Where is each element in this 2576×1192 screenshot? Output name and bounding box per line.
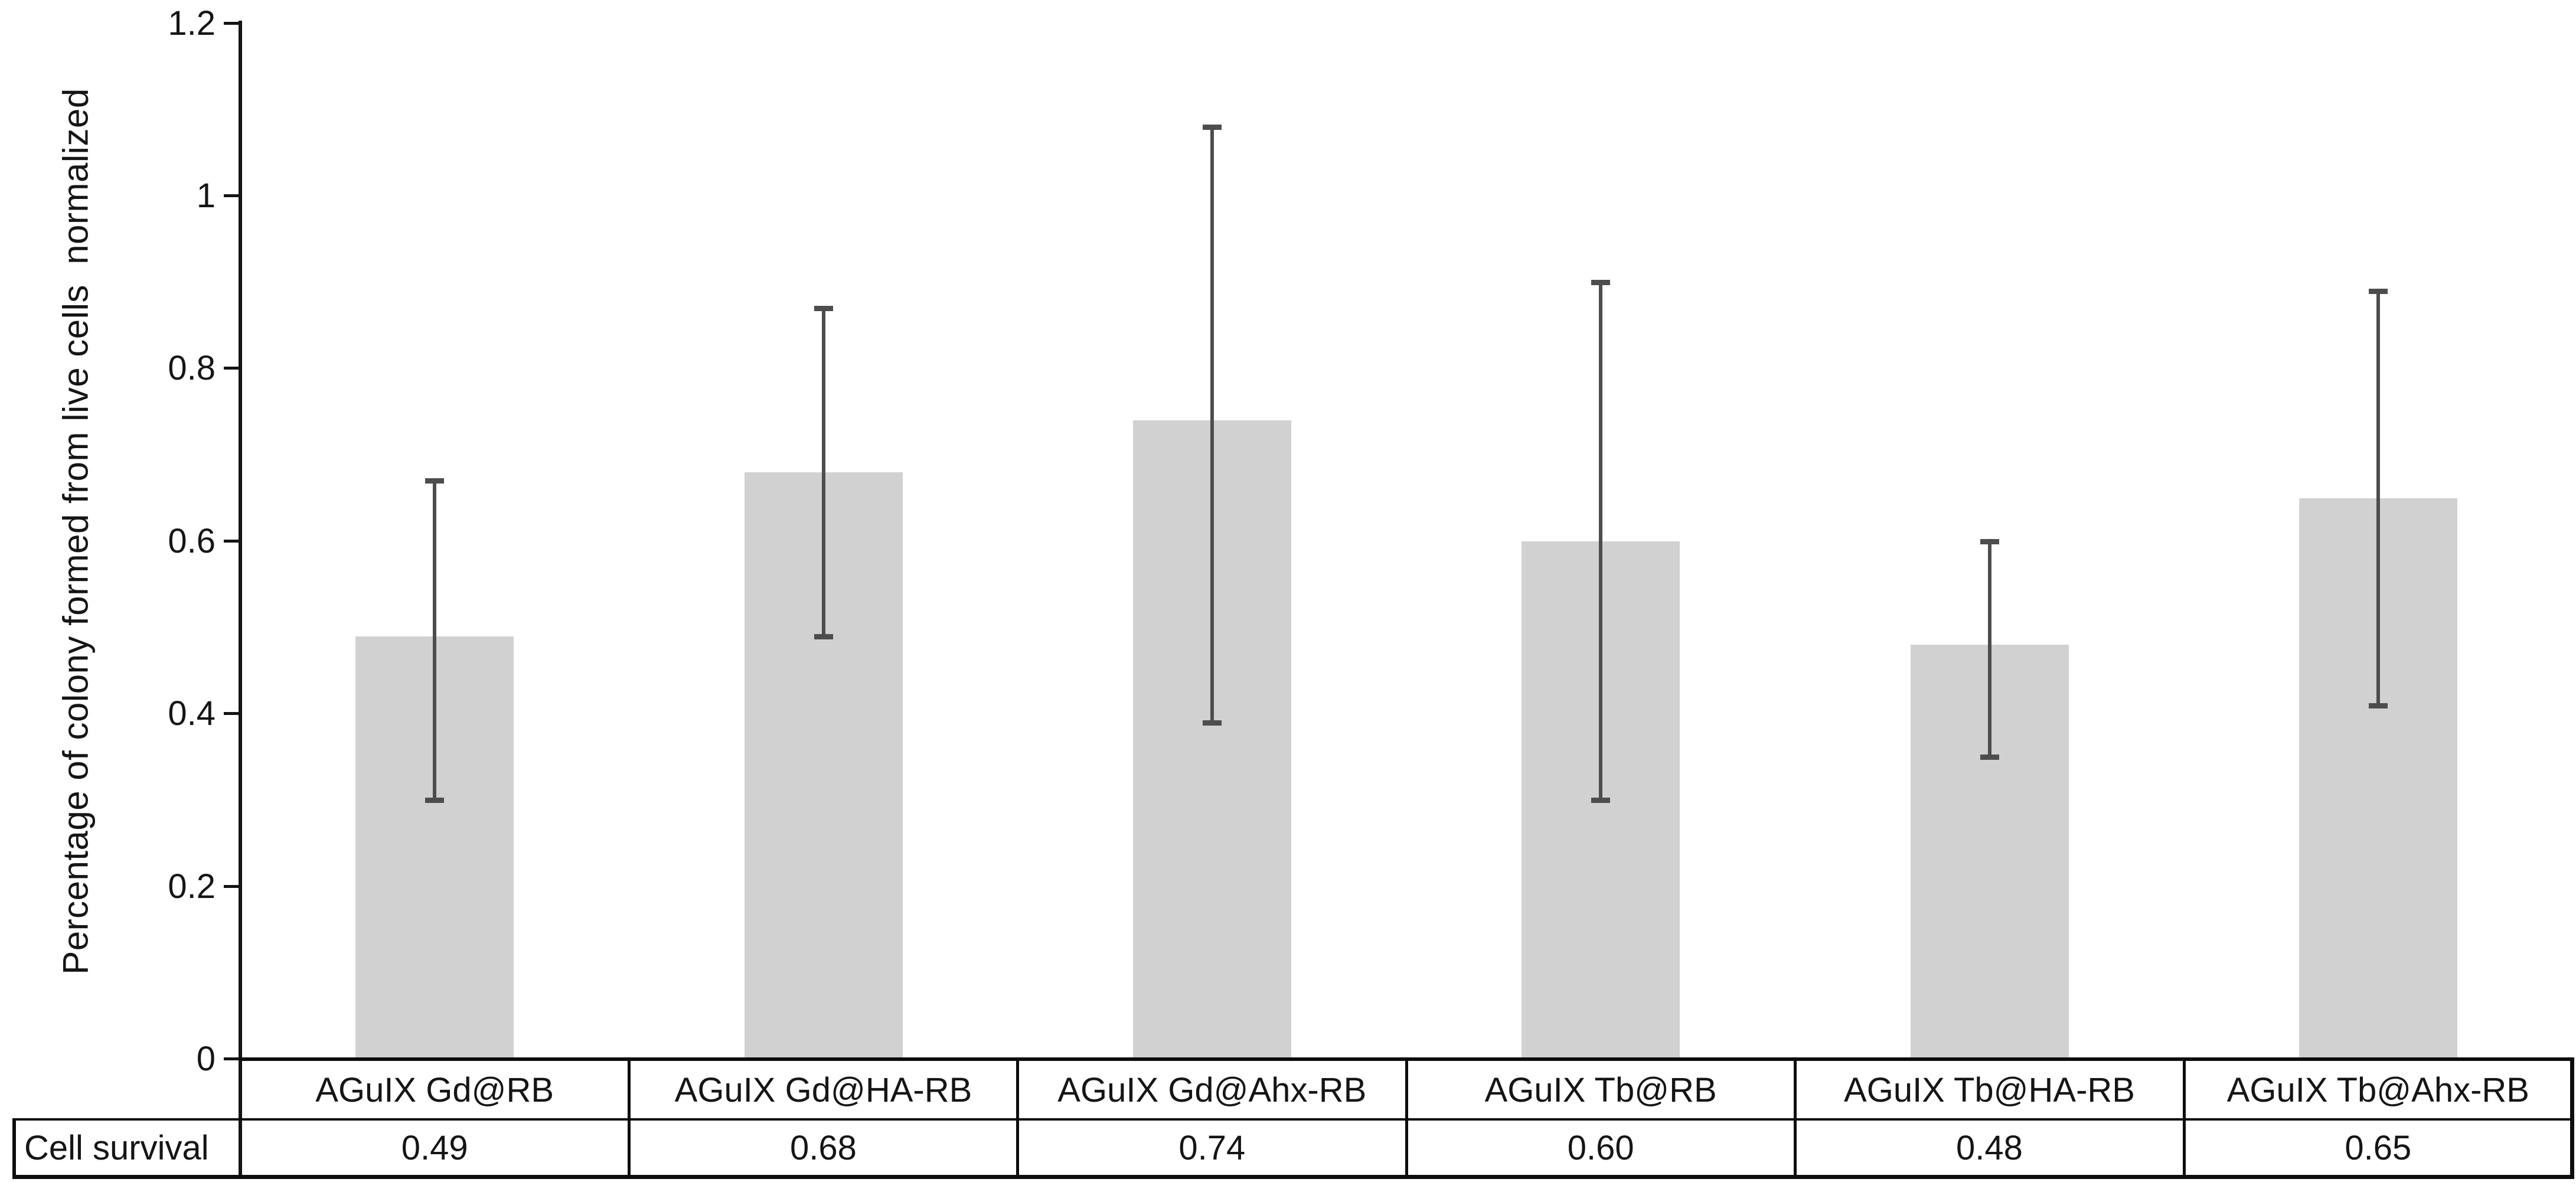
table-value-cell: 0.49	[401, 1128, 468, 1167]
category-label: AGuIX Gd@RB	[315, 1070, 554, 1109]
y-tick-label: 0.4	[168, 694, 216, 733]
error-bar-cap-bottom	[814, 633, 833, 639]
table-column-divider	[1794, 1057, 1797, 1179]
table-row-header: Cell survival	[24, 1128, 209, 1167]
category-label: AGuIX Tb@HA-RB	[1844, 1070, 2135, 1109]
y-axis-tick	[224, 1057, 240, 1060]
error-bar-line	[1987, 541, 1991, 757]
category-label: AGuIX Tb@RB	[1484, 1070, 1717, 1109]
error-bar-line	[2376, 290, 2380, 706]
table-value-cell: 0.74	[1178, 1128, 1246, 1167]
table-right-border	[2570, 1057, 2574, 1179]
y-tick-label: 1	[196, 177, 216, 215]
y-axis-tick	[224, 194, 240, 197]
error-bar-cap-bottom	[2368, 703, 2388, 708]
error-bar-cap-top	[2368, 288, 2388, 294]
table-value-cell: 0.68	[790, 1128, 857, 1167]
error-bar-cap-top	[1591, 280, 1611, 286]
error-bar-cap-top	[425, 478, 445, 484]
y-axis-tick	[224, 884, 240, 888]
table-column-divider	[2183, 1057, 2186, 1179]
table-header-left-border	[12, 1118, 16, 1179]
y-axis-tick	[224, 712, 240, 716]
y-tick-label: 0	[196, 1040, 216, 1078]
y-tick-label: 1.2	[168, 4, 216, 43]
table-column-divider	[1016, 1057, 1019, 1179]
table-column-divider	[628, 1057, 631, 1179]
category-label: AGuIX Gd@HA-RB	[674, 1070, 972, 1109]
y-axis-tick	[224, 539, 240, 543]
table-value-cell: 0.48	[1956, 1128, 2023, 1167]
table-column-divider	[1405, 1057, 1408, 1179]
error-bar-cap-bottom	[1591, 798, 1611, 804]
error-bar-cap-top	[814, 306, 833, 312]
error-bar-line	[1210, 127, 1214, 723]
category-label: AGuIX Tb@Ahx-RB	[2226, 1070, 2529, 1109]
error-bar-cap-bottom	[425, 798, 445, 804]
y-axis-tick	[224, 21, 240, 25]
error-bar-line	[433, 481, 437, 801]
error-bar-cap-top	[1980, 538, 1999, 544]
error-bar-line	[1599, 282, 1603, 801]
y-axis-line	[239, 21, 242, 1177]
table-value-cell: 0.65	[2345, 1128, 2412, 1167]
error-bar-cap-bottom	[1202, 720, 1222, 726]
y-tick-label: 0.6	[168, 521, 216, 560]
table-value-cell: 0.60	[1567, 1128, 1634, 1167]
error-bar-cap-bottom	[1980, 755, 1999, 760]
y-tick-label: 0.2	[168, 867, 216, 906]
table-row-divider	[12, 1118, 2574, 1121]
table-bottom-border	[12, 1175, 2574, 1179]
category-label: AGuIX Gd@Ahx-RB	[1057, 1070, 1367, 1109]
y-tick-label: 0.8	[168, 349, 216, 388]
error-bar-line	[821, 308, 825, 636]
error-bar-cap-top	[1202, 125, 1222, 130]
y-axis-tick	[224, 367, 240, 370]
